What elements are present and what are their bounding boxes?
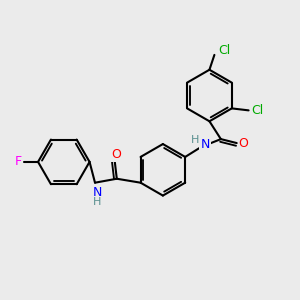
Text: N: N — [92, 186, 102, 199]
Text: O: O — [111, 148, 121, 161]
Text: O: O — [239, 136, 249, 150]
Text: Cl: Cl — [251, 104, 264, 117]
Text: N: N — [200, 138, 210, 151]
Text: Cl: Cl — [218, 44, 230, 57]
Text: H: H — [191, 135, 199, 145]
Text: H: H — [93, 196, 101, 206]
Text: F: F — [15, 155, 22, 168]
